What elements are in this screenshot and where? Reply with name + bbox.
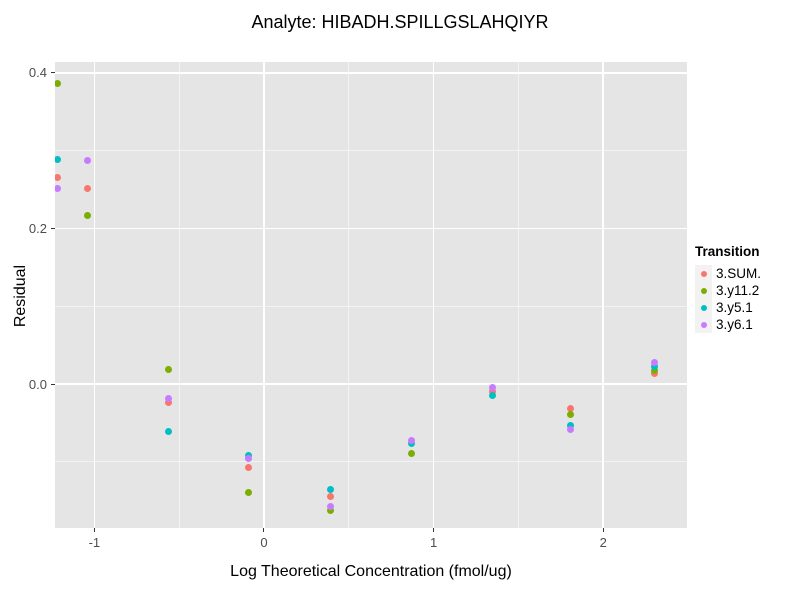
legend-dot-icon bbox=[700, 270, 707, 277]
legend-label: 3.SUM. bbox=[716, 266, 762, 281]
x-minor-gridline bbox=[348, 62, 350, 528]
legend-label: 3.y5.1 bbox=[716, 300, 753, 315]
data-point bbox=[489, 392, 497, 400]
data-point bbox=[326, 502, 334, 510]
legend-title: Transition bbox=[695, 244, 760, 259]
data-point bbox=[84, 157, 92, 165]
x-tick-label: -1 bbox=[88, 535, 101, 550]
y-major-gridline bbox=[55, 227, 687, 230]
data-point bbox=[326, 492, 334, 500]
x-axis-title: Log Theoretical Concentration (fmol/ug) bbox=[230, 563, 512, 580]
x-tick-mark bbox=[433, 528, 435, 532]
legend-items: 3.SUM. 3.y11.2 3.y5.1 3.y6.1 bbox=[695, 265, 761, 333]
data-point bbox=[650, 367, 658, 375]
y-tick-mark bbox=[51, 227, 55, 229]
legend-label: 3.y11.2 bbox=[716, 283, 760, 298]
y-minor-gridline bbox=[55, 461, 687, 463]
legend-key bbox=[695, 265, 712, 282]
y-tick-label: 0.2 bbox=[28, 220, 47, 236]
legend-item-3-y5-1: 3.y5.1 bbox=[695, 299, 761, 316]
data-point bbox=[245, 488, 253, 496]
y-minor-gridline bbox=[55, 150, 687, 152]
x-tick-mark bbox=[602, 528, 604, 532]
data-point bbox=[489, 384, 497, 392]
plot-panel bbox=[55, 62, 687, 528]
x-tick-mark bbox=[263, 528, 265, 532]
data-point bbox=[245, 455, 253, 463]
data-point bbox=[326, 485, 334, 493]
data-point bbox=[55, 174, 61, 182]
data-point bbox=[55, 184, 61, 192]
data-point bbox=[165, 428, 173, 436]
plot-title: Analyte: HIBADH.SPILLGSLAHQIYR bbox=[251, 12, 549, 32]
legend-key bbox=[695, 316, 712, 333]
legend-key bbox=[695, 299, 712, 316]
legend-dot-icon bbox=[700, 321, 707, 328]
data-point bbox=[567, 410, 575, 418]
y-tick-label: 0.4 bbox=[28, 65, 47, 81]
data-point bbox=[165, 399, 173, 407]
data-point bbox=[408, 449, 416, 457]
x-minor-gridline bbox=[178, 62, 180, 528]
x-major-gridline bbox=[602, 62, 604, 528]
data-point bbox=[165, 394, 173, 402]
legend-item-3-y11-2: 3.y11.2 bbox=[695, 282, 761, 299]
data-point bbox=[165, 365, 173, 373]
data-point bbox=[489, 388, 497, 396]
x-major-gridline bbox=[263, 62, 265, 528]
legend-key bbox=[695, 282, 712, 299]
legend-item-3-sum: 3.SUM. bbox=[695, 265, 761, 282]
data-point bbox=[650, 358, 658, 366]
x-minor-gridline bbox=[517, 62, 519, 528]
y-tick-label: 0.0 bbox=[28, 376, 47, 392]
legend-label: 3.y6.1 bbox=[716, 317, 753, 332]
legend-dot-icon bbox=[700, 304, 707, 311]
data-point bbox=[55, 155, 61, 163]
legend: Transition 3.SUM. 3.y11.2 3.y5.1 3.y6.1 bbox=[695, 244, 761, 333]
legend-dot-icon bbox=[700, 287, 707, 294]
data-point bbox=[567, 426, 575, 434]
data-point bbox=[84, 211, 92, 219]
data-point bbox=[326, 507, 334, 515]
x-tick-mark bbox=[93, 528, 95, 532]
x-tick-label: 1 bbox=[429, 535, 438, 550]
data-point bbox=[245, 463, 253, 471]
data-point bbox=[408, 436, 416, 444]
legend-item-3-y6-1: 3.y6.1 bbox=[695, 316, 761, 333]
data-point bbox=[567, 405, 575, 413]
y-tick-mark bbox=[51, 383, 55, 385]
y-tick-mark bbox=[51, 72, 55, 74]
y-major-gridline bbox=[55, 72, 687, 74]
x-tick-label: 0 bbox=[260, 535, 268, 550]
data-point bbox=[84, 184, 92, 192]
data-point bbox=[408, 440, 416, 448]
x-major-gridline bbox=[93, 62, 96, 528]
data-point bbox=[567, 421, 575, 429]
x-tick-label: 2 bbox=[599, 535, 607, 550]
data-point bbox=[650, 363, 658, 371]
x-major-gridline bbox=[432, 62, 435, 528]
y-minor-gridline bbox=[55, 305, 687, 307]
y-axis-title: Residual bbox=[12, 264, 29, 328]
y-major-gridline bbox=[55, 383, 687, 385]
data-point bbox=[55, 79, 61, 87]
